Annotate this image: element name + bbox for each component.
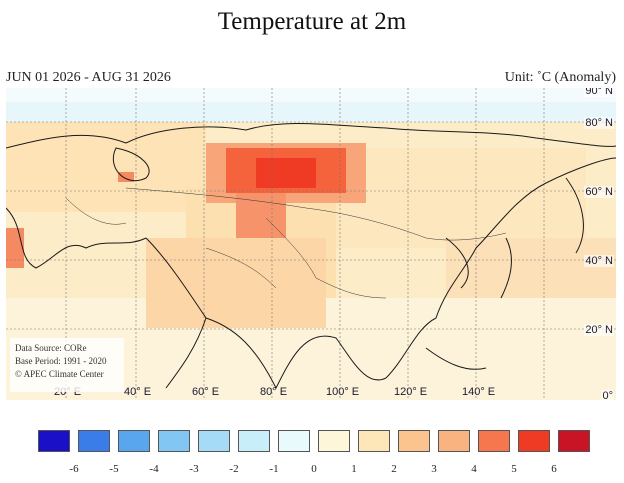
europe-patch <box>6 122 206 212</box>
legend-swatch <box>78 430 110 452</box>
iberia-warm <box>6 228 24 268</box>
legend-tick: -4 <box>149 463 159 475</box>
legend-swatch <box>198 430 230 452</box>
arctic-band-top <box>6 88 616 102</box>
legend-tick: 2 <box>391 463 397 475</box>
legend-swatch <box>118 430 150 452</box>
legend-swatch <box>478 430 510 452</box>
lon-label-80: 80° E <box>260 386 288 398</box>
warm-center <box>256 158 316 188</box>
lat-label-0: 0° <box>601 390 614 400</box>
copyright-line: © APEC Climate Center <box>15 369 104 379</box>
legend-swatch <box>238 430 270 452</box>
legend-swatch <box>558 430 590 452</box>
legend-tick: 6 <box>551 463 557 475</box>
map-canvas <box>6 88 616 400</box>
scandinavia-warm <box>118 172 134 182</box>
east-asia-patch <box>446 238 616 308</box>
lon-label-100: 100° E <box>326 386 360 398</box>
lat-label-90: 90° N <box>584 88 614 97</box>
borders <box>65 187 507 299</box>
legend-swatch <box>398 430 430 452</box>
unit-label: Unit: ˚C (Anomaly) <box>504 70 616 85</box>
mideast-patch <box>146 238 326 328</box>
legend-tick: 0 <box>311 463 317 475</box>
color-legend: -6 -5 -4 -3 -2 -1 0 1 2 3 4 5 6 <box>38 430 590 475</box>
data-source-line: Data Source: CORe <box>15 343 87 353</box>
data-source-box: Data Source: CORe Base Period: 1991 - 20… <box>10 338 124 392</box>
legend-tick: -6 <box>69 463 79 475</box>
legend-tick: 3 <box>431 463 437 475</box>
legend-tick: 1 <box>351 463 357 475</box>
legend-tick: 5 <box>511 463 517 475</box>
lat-label-40: 40° N <box>584 255 614 267</box>
legend-tick: 4 <box>471 463 477 475</box>
lat-label-60: 60° N <box>584 186 614 198</box>
map-title: Temperature at 2m <box>217 8 407 35</box>
anomaly-map: 90° N 80° N 60° N 40° N 20° N 0° 20° E 4… <box>6 88 616 400</box>
lon-label-60: 60° E <box>192 386 220 398</box>
legend-swatch <box>358 430 390 452</box>
lon-label-140: 140° E <box>462 386 496 398</box>
legend-swatch <box>158 430 190 452</box>
legend-tick: -3 <box>189 463 199 475</box>
legend-swatch <box>318 430 350 452</box>
legend-swatch <box>438 430 470 452</box>
legend-tick: -1 <box>269 463 279 475</box>
lon-label-120: 120° E <box>394 386 428 398</box>
date-range: JUN 01 2026 - AUG 31 2026 <box>6 70 171 85</box>
legend-swatch <box>278 430 310 452</box>
legend-swatch <box>518 430 550 452</box>
siberia-patch <box>336 148 586 248</box>
legend-swatch <box>38 430 70 452</box>
coastlines <box>6 123 616 390</box>
base-period-line: Base Period: 1991 - 2020 <box>15 356 107 366</box>
legend-tick: -2 <box>229 463 239 475</box>
lat-label-80: 80° N <box>584 117 614 129</box>
lat-label-20: 20° N <box>584 324 614 336</box>
legend-tick: -5 <box>109 463 119 475</box>
lon-label-40: 40° E <box>124 386 152 398</box>
